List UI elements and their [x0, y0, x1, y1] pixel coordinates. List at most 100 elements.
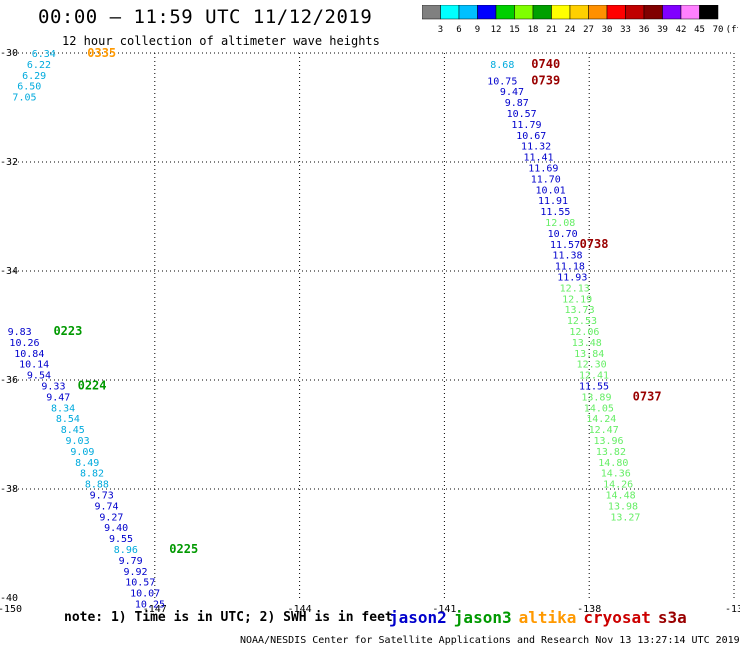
colorbar-label: 6: [456, 25, 461, 35]
wave-height-point: 8.68: [490, 60, 514, 71]
colorbar-label: 15: [509, 25, 520, 35]
x-tick-label: -13: [725, 604, 740, 615]
wave-height-point: 10.07: [130, 589, 160, 600]
wave-height-point: 8.49: [75, 458, 99, 469]
wave-height-point: 10.01: [536, 185, 566, 196]
colorbar-label: 36: [639, 25, 650, 35]
colorbar-label: 30: [602, 25, 613, 35]
wave-height-point: 8.96: [114, 545, 138, 556]
wave-height-point: 14.26: [603, 480, 633, 491]
wave-height-point: 10.25: [135, 599, 165, 610]
x-tick-label: -144: [288, 604, 312, 615]
legend-item-jason3: jason3: [453, 608, 512, 627]
wave-height-point: 10.70: [548, 229, 578, 240]
wave-height-point: 13.89: [581, 392, 611, 403]
wave-height-point: 11.93: [557, 272, 587, 283]
wave-height-point: 14.24: [586, 414, 616, 425]
wave-height-point: 12.06: [569, 327, 599, 338]
wave-height-point: 13.96: [593, 436, 623, 447]
wave-height-point: 8.82: [80, 469, 104, 480]
wave-height-point: 9.47: [500, 87, 524, 98]
wave-height-point: 11.38: [552, 251, 582, 262]
pass-time-label: 0738: [580, 237, 609, 251]
wave-height-point: 9.09: [70, 447, 94, 458]
wave-height-point: 12.41: [579, 371, 609, 382]
colorbar-label: 42: [676, 25, 687, 35]
wave-height-point: 12.47: [589, 425, 619, 436]
wave-height-point: 10.84: [14, 349, 44, 360]
wave-height-point: 9.47: [46, 392, 70, 403]
pass-time-label: 0225: [169, 542, 198, 556]
wave-height-point: 11.32: [521, 142, 551, 153]
wave-height-point: 12.19: [562, 294, 592, 305]
satellite-legend: jason2 jason3 altika cryosat s3a: [389, 608, 694, 627]
x-tick-label: -141: [432, 604, 456, 615]
pass-time-label: 0739: [531, 73, 560, 87]
colorbar-label: 70: [713, 25, 724, 35]
y-tick-label: -38: [0, 484, 18, 495]
wave-height-point: 13.73: [564, 305, 594, 316]
wave-height-point: 12.13: [560, 283, 590, 294]
wave-height-point: 11.79: [511, 120, 541, 131]
colorbar-label: 18: [528, 25, 539, 35]
wave-height-point: 13.84: [574, 349, 604, 360]
units-note: note: 1) Time is in UTC; 2) SWH is in fe…: [64, 610, 393, 625]
colorbar-label: (ft): [726, 25, 738, 35]
colorbar-label: 45: [694, 25, 705, 35]
y-tick-label: -40: [0, 593, 18, 604]
wave-height-point: 7.05: [12, 93, 36, 104]
wave-height-point: 8.34: [51, 403, 75, 414]
y-tick-label: -34: [0, 266, 18, 277]
pass-time-label: 0223: [53, 324, 82, 338]
wave-height-point: 10.26: [9, 338, 39, 349]
wave-height-point: 13.27: [610, 512, 640, 523]
wave-height-point: 11.70: [531, 174, 561, 185]
wave-height-point: 11.69: [528, 163, 558, 174]
wave-height-point: 9.55: [109, 534, 133, 545]
colorbar-label: 12: [491, 25, 502, 35]
wave-height-point: 9.83: [8, 327, 32, 338]
wave-height-point: 11.18: [555, 262, 585, 273]
wave-height-point: 10.57: [125, 578, 155, 589]
wave-height-point: 12.08: [545, 218, 575, 229]
colorbar-label: 33: [620, 25, 631, 35]
pass-time-label: 0740: [531, 57, 560, 71]
legend-item-s3a: s3a: [657, 608, 687, 627]
y-tick-label: -32: [0, 157, 18, 168]
wave-height-point: 9.92: [123, 567, 147, 578]
legend-item-altika: altika: [518, 608, 577, 627]
wave-height-point: 8.45: [61, 425, 85, 436]
wave-height-point: 6.29: [22, 71, 46, 82]
pass-time-label: 0737: [633, 389, 662, 403]
wave-height-point: 8.88: [85, 480, 109, 491]
wave-height-point: 11.57: [550, 240, 580, 251]
wave-height-point: 13.48: [572, 338, 602, 349]
colorbar-label: 24: [565, 25, 576, 35]
wave-height-point: 14.80: [598, 458, 628, 469]
wave-height-point: 14.05: [584, 403, 614, 414]
wave-height-point: 10.67: [516, 131, 546, 142]
y-tick-label: -30: [0, 48, 18, 59]
credit-line: NOAA/NESDIS Center for Satellite Applica…: [240, 635, 740, 646]
wave-height-point: 9.73: [90, 490, 114, 501]
x-tick-label: -150: [0, 604, 22, 615]
wave-height-point: 6.34: [32, 49, 56, 60]
legend-item-cryosat: cryosat: [583, 608, 651, 627]
wave-height-point: 12.30: [577, 360, 607, 371]
colorbar-label: 21: [546, 25, 557, 35]
wave-height-point: 11.55: [579, 381, 609, 392]
wave-height-point: 8.54: [56, 414, 80, 425]
colorbar-label: 27: [583, 25, 594, 35]
wave-height-point: 10.57: [507, 109, 537, 120]
wave-height-point: 11.55: [540, 207, 570, 218]
y-tick-label: -36: [0, 375, 18, 386]
colorbar-label: 9: [475, 25, 480, 35]
wave-height-point: 9.87: [505, 98, 529, 109]
wave-height-point: 9.33: [41, 381, 65, 392]
pass-time-label: 0224: [78, 378, 107, 392]
pass-time-label: 0335: [87, 46, 116, 60]
wave-height-point: 14.48: [606, 490, 636, 501]
wave-height-point: 9.79: [119, 556, 143, 567]
